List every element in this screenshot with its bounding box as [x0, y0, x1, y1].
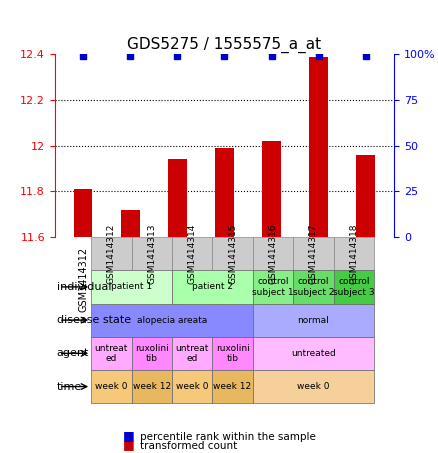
Bar	[168, 159, 187, 237]
Text: agent: agent	[57, 348, 89, 358]
FancyBboxPatch shape	[253, 370, 374, 403]
Text: week 12: week 12	[133, 382, 171, 391]
Text: ■: ■	[123, 438, 134, 451]
Text: GSM1414314: GSM1414314	[187, 223, 197, 284]
FancyBboxPatch shape	[212, 337, 253, 370]
FancyBboxPatch shape	[131, 370, 172, 403]
Text: control
subject 2: control subject 2	[293, 277, 334, 297]
FancyBboxPatch shape	[334, 270, 374, 304]
FancyBboxPatch shape	[253, 270, 293, 304]
FancyBboxPatch shape	[131, 237, 172, 270]
Text: individual: individual	[57, 282, 111, 292]
Text: week 0: week 0	[95, 382, 127, 391]
Text: ruxolini
tib: ruxolini tib	[135, 344, 169, 363]
Text: patient 2: patient 2	[192, 282, 233, 291]
Bar	[215, 148, 234, 237]
Text: time: time	[57, 381, 82, 391]
Text: untreat
ed: untreat ed	[95, 344, 128, 363]
Text: GSM1414312: GSM1414312	[107, 223, 116, 284]
FancyBboxPatch shape	[293, 270, 334, 304]
Text: untreat
ed: untreat ed	[176, 344, 209, 363]
Text: patient 1: patient 1	[111, 282, 152, 291]
Text: percentile rank within the sample: percentile rank within the sample	[140, 432, 316, 442]
FancyBboxPatch shape	[172, 270, 253, 304]
Text: alopecia areata: alopecia areata	[137, 316, 207, 325]
Text: week 12: week 12	[213, 382, 251, 391]
Text: control
subject 3: control subject 3	[333, 277, 374, 297]
Bar	[357, 155, 375, 237]
Text: week 0: week 0	[176, 382, 208, 391]
FancyBboxPatch shape	[91, 337, 131, 370]
FancyBboxPatch shape	[253, 237, 293, 270]
Text: week 0: week 0	[297, 382, 330, 391]
Text: GSM1414317: GSM1414317	[309, 223, 318, 284]
Title: GDS5275 / 1555575_a_at: GDS5275 / 1555575_a_at	[127, 37, 321, 53]
Bar	[74, 189, 92, 237]
FancyBboxPatch shape	[253, 304, 374, 337]
Text: normal: normal	[297, 316, 329, 325]
FancyBboxPatch shape	[293, 237, 334, 270]
FancyBboxPatch shape	[91, 270, 172, 304]
FancyBboxPatch shape	[212, 237, 253, 270]
FancyBboxPatch shape	[172, 370, 212, 403]
FancyBboxPatch shape	[212, 370, 253, 403]
Bar	[262, 141, 281, 237]
Text: ■: ■	[123, 429, 134, 442]
Bar	[309, 57, 328, 237]
FancyBboxPatch shape	[172, 237, 212, 270]
Text: GSM1414315: GSM1414315	[228, 223, 237, 284]
FancyBboxPatch shape	[91, 304, 253, 337]
Bar	[121, 210, 140, 237]
Text: ruxolini
tib: ruxolini tib	[215, 344, 249, 363]
Text: disease state: disease state	[57, 315, 131, 325]
Text: GSM1414313: GSM1414313	[147, 223, 156, 284]
FancyBboxPatch shape	[131, 337, 172, 370]
Text: control
subject 1: control subject 1	[252, 277, 294, 297]
FancyBboxPatch shape	[91, 370, 131, 403]
Text: GSM1414318: GSM1414318	[349, 223, 358, 284]
FancyBboxPatch shape	[334, 237, 374, 270]
FancyBboxPatch shape	[91, 237, 131, 270]
Text: untreated: untreated	[291, 349, 336, 358]
Text: GSM1414316: GSM1414316	[268, 223, 277, 284]
FancyBboxPatch shape	[253, 337, 374, 370]
FancyBboxPatch shape	[172, 337, 212, 370]
Text: transformed count: transformed count	[140, 441, 237, 451]
